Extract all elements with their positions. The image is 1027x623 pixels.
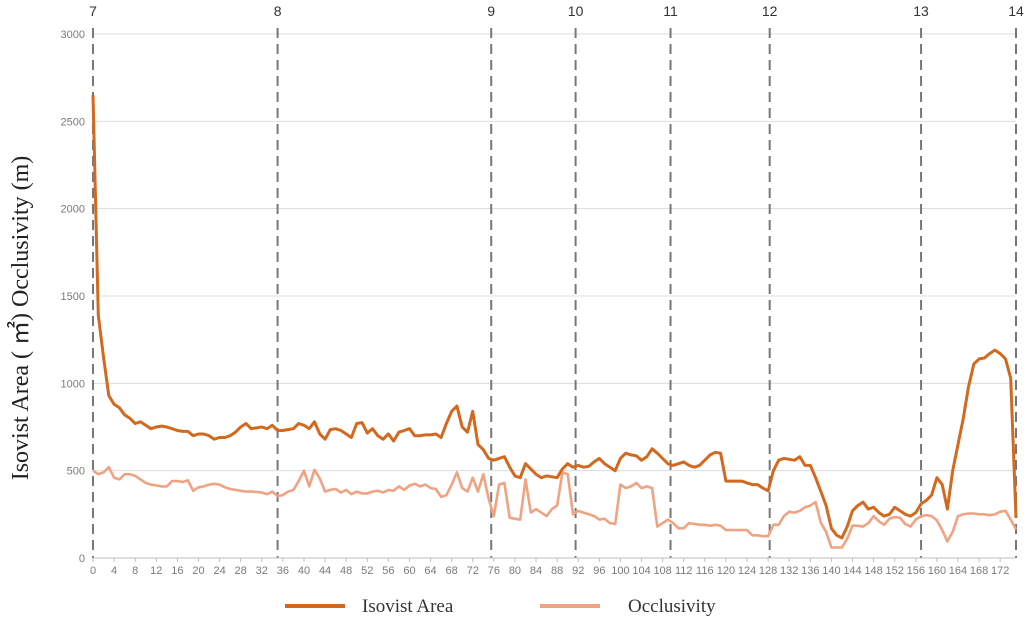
y-tick-2500: 2500: [61, 116, 85, 128]
x-tick-0: 0: [90, 565, 96, 577]
x-tick-12: 12: [150, 565, 162, 577]
x-tick-148: 148: [864, 565, 882, 577]
marker-label-11: 11: [663, 3, 678, 19]
marker-label-14: 14: [1008, 3, 1024, 19]
gridlines: [93, 33, 1016, 472]
x-tick-152: 152: [886, 565, 904, 577]
x-tick-96: 96: [593, 565, 605, 577]
x-tick-64: 64: [424, 565, 436, 577]
x-tick-172: 172: [991, 565, 1009, 577]
legend-label-isovist-area: Isovist Area: [362, 596, 454, 617]
y-tick-0: 0: [79, 553, 85, 565]
marker-label-12: 12: [762, 3, 778, 19]
legend-label-occlusivity: Occlusivity: [628, 596, 716, 617]
marker-label-13: 13: [913, 3, 929, 19]
x-tick-120: 120: [717, 565, 735, 577]
x-tick-76: 76: [488, 565, 500, 577]
series-lines: [91, 95, 1018, 549]
y-axis-ticks: 0 500 1000 1500 2000 2500 3000: [61, 29, 85, 565]
series-line-isovist-area: [91, 95, 1018, 540]
x-tick-108: 108: [653, 565, 671, 577]
x-tick-24: 24: [213, 565, 225, 577]
x-tick-20: 20: [192, 565, 204, 577]
x-tick-4: 4: [111, 565, 117, 577]
marker-label-8: 8: [274, 3, 282, 19]
y-tick-1500: 1500: [61, 291, 85, 303]
x-tick-100: 100: [611, 565, 629, 577]
x-tick-56: 56: [382, 565, 394, 577]
marker-label-9: 9: [487, 3, 495, 19]
x-tick-88: 88: [551, 565, 563, 577]
x-tick-140: 140: [822, 565, 840, 577]
x-tick-92: 92: [572, 565, 584, 577]
x-tick-136: 136: [801, 565, 819, 577]
x-tick-32: 32: [256, 565, 268, 577]
x-tick-128: 128: [759, 565, 777, 577]
x-tick-112: 112: [675, 565, 693, 577]
x-tick-160: 160: [928, 565, 946, 577]
x-tick-104: 104: [632, 565, 650, 577]
x-tick-132: 132: [780, 565, 798, 577]
y-tick-1000: 1000: [61, 378, 85, 390]
x-tick-116: 116: [696, 565, 714, 577]
y-tick-3000: 3000: [61, 29, 85, 41]
x-tick-164: 164: [949, 565, 967, 577]
y-axis-label: Isovist Area ( ㎡) Occlusivity (m): [7, 156, 34, 481]
x-tick-36: 36: [277, 565, 289, 577]
x-tick-168: 168: [970, 565, 988, 577]
y-tick-2000: 2000: [61, 204, 85, 216]
marker-label-7: 7: [89, 3, 97, 19]
x-tick-52: 52: [361, 565, 373, 577]
x-tick-156: 156: [907, 565, 925, 577]
x-tick-40: 40: [298, 565, 310, 577]
x-tick-80: 80: [509, 565, 521, 577]
marker-label-10: 10: [568, 3, 584, 19]
x-tick-28: 28: [235, 565, 247, 577]
vertical-markers: 7 8 9 10 11 12 13 14: [89, 3, 1024, 558]
x-axis-ticks: 0 4 8 12 16 20 24 28 32 36 40 44 48 52 56 60 64 68 72 76 80 8…: [90, 558, 1009, 577]
x-tick-72: 72: [467, 565, 479, 577]
x-tick-124: 124: [738, 565, 756, 577]
x-tick-44: 44: [319, 565, 331, 577]
x-tick-16: 16: [171, 565, 183, 577]
x-tick-8: 8: [132, 565, 138, 577]
y-tick-500: 500: [67, 466, 85, 478]
x-tick-60: 60: [403, 565, 415, 577]
series-line-occlusivity: [92, 465, 1018, 549]
x-tick-68: 68: [446, 565, 458, 577]
x-tick-144: 144: [843, 565, 861, 577]
x-tick-48: 48: [340, 565, 352, 577]
x-tick-84: 84: [530, 565, 542, 577]
legend: Isovist Area Occlusivity: [285, 596, 716, 617]
